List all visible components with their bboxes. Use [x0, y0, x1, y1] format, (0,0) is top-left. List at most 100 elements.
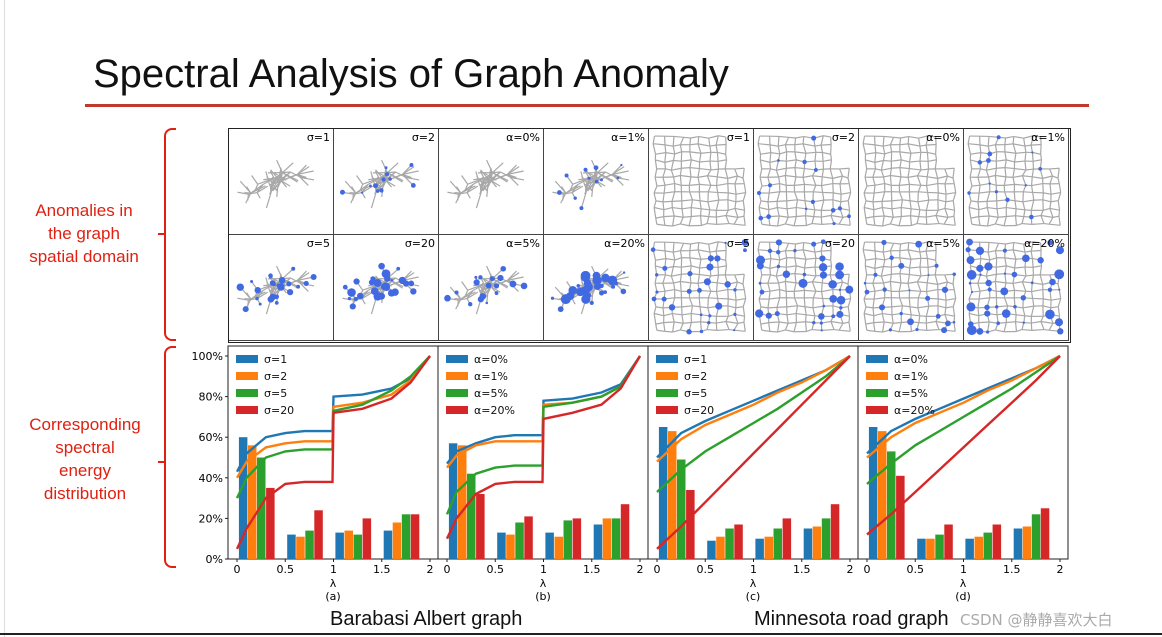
graph-edge — [986, 215, 990, 227]
graph-edge — [454, 191, 461, 194]
graph-edge — [386, 162, 399, 174]
anomaly-node — [655, 290, 659, 294]
energy-curve — [445, 355, 642, 540]
graph-edge — [507, 272, 520, 281]
graph-edge — [994, 274, 997, 282]
graph-edge — [681, 199, 693, 202]
graph-edge — [680, 223, 690, 227]
graph-edge — [760, 322, 769, 325]
graph-edge — [775, 160, 780, 171]
bar — [305, 530, 314, 559]
graph-edge — [769, 159, 779, 163]
graph-edge — [1024, 161, 1027, 171]
anomaly-node — [686, 288, 692, 294]
anomaly-node — [603, 290, 608, 295]
graph-edge — [734, 183, 737, 195]
graph-edge — [926, 328, 940, 331]
graph-edge — [727, 175, 738, 179]
graph-edge — [977, 168, 982, 178]
graph-edge — [838, 323, 844, 331]
graph-edge — [784, 243, 790, 251]
graph-edge — [679, 137, 685, 145]
graph-edge — [281, 162, 294, 174]
graph-edge — [884, 321, 894, 324]
anomaly-node — [500, 265, 507, 272]
graph-edge — [793, 216, 797, 226]
graph-edge — [1024, 267, 1027, 277]
graph-edge — [874, 162, 877, 169]
bar — [887, 451, 896, 559]
label-line: distribution — [43, 484, 127, 503]
graph-edge — [945, 297, 956, 301]
anomaly-node — [835, 270, 845, 280]
anomaly-node — [967, 191, 971, 195]
graph-edge — [977, 201, 980, 210]
graph-edge — [569, 184, 574, 191]
graph-edge — [597, 172, 614, 182]
graph-edge — [737, 281, 744, 285]
graph-edge — [655, 322, 664, 325]
graph-edge — [909, 160, 921, 163]
graph-edge — [351, 186, 357, 194]
x-tick-label: 2 — [1057, 563, 1064, 576]
graph-edge — [874, 330, 883, 333]
graph-edge — [953, 183, 957, 193]
graph-edge — [784, 216, 789, 225]
graph-edge — [377, 180, 387, 190]
anomaly-node — [444, 294, 451, 302]
anomaly-node — [755, 309, 764, 318]
graph-edge — [872, 168, 877, 178]
graph-edge — [361, 298, 366, 305]
graph-edge — [734, 168, 739, 177]
graph-edge — [769, 144, 779, 147]
graph-edge — [900, 199, 904, 208]
graph-edge — [672, 153, 676, 161]
graph-edge — [821, 249, 832, 252]
graph-edge — [784, 250, 788, 258]
anomaly-node — [557, 190, 562, 195]
graph-edge — [689, 191, 694, 201]
anomaly-node — [594, 179, 599, 184]
graph-edge — [1030, 145, 1034, 153]
graph-edge — [681, 208, 684, 218]
graph-edge — [727, 305, 736, 309]
graph-edge — [938, 298, 947, 301]
anomaly-node — [898, 262, 905, 269]
graph-edge — [402, 170, 419, 176]
spectral-chart-3: σ=1σ=2σ=5σ=200 0.5 1 1.5 2λ(c) — [647, 345, 859, 603]
bar — [1022, 526, 1032, 559]
graph-edge — [1012, 249, 1017, 260]
graph-edge — [889, 243, 895, 251]
graph-edge — [779, 288, 787, 292]
graph-edge — [466, 185, 479, 194]
graph-edge — [847, 177, 850, 184]
graph-edge — [944, 201, 947, 209]
graph-edge — [864, 177, 868, 187]
graph-edge — [823, 135, 831, 138]
graph-edge — [1030, 135, 1034, 146]
graph-edge — [742, 306, 746, 317]
graph-edge — [811, 175, 817, 186]
graph-edge — [872, 307, 875, 316]
graph-edge — [847, 168, 850, 179]
graph-edge — [655, 258, 666, 261]
graph-edge — [909, 200, 918, 203]
graph-edge — [882, 136, 885, 147]
anomaly-node — [410, 182, 416, 188]
graph-edge — [681, 206, 692, 210]
anomaly-node — [988, 182, 991, 185]
graph-edge — [898, 176, 902, 186]
graph-edge — [925, 282, 928, 292]
graph-edge — [795, 241, 804, 245]
graph-edge — [725, 260, 728, 266]
graph-edge — [674, 321, 684, 324]
graph-edge — [803, 191, 806, 201]
graph-edge — [907, 281, 918, 284]
graph-edge — [1030, 305, 1035, 317]
anomaly-node — [410, 288, 417, 295]
graph-edge — [874, 144, 877, 153]
legend-swatch — [866, 372, 888, 380]
anomaly-node — [1037, 257, 1044, 264]
graph-edge — [1012, 175, 1023, 178]
graph-edge — [873, 321, 885, 324]
